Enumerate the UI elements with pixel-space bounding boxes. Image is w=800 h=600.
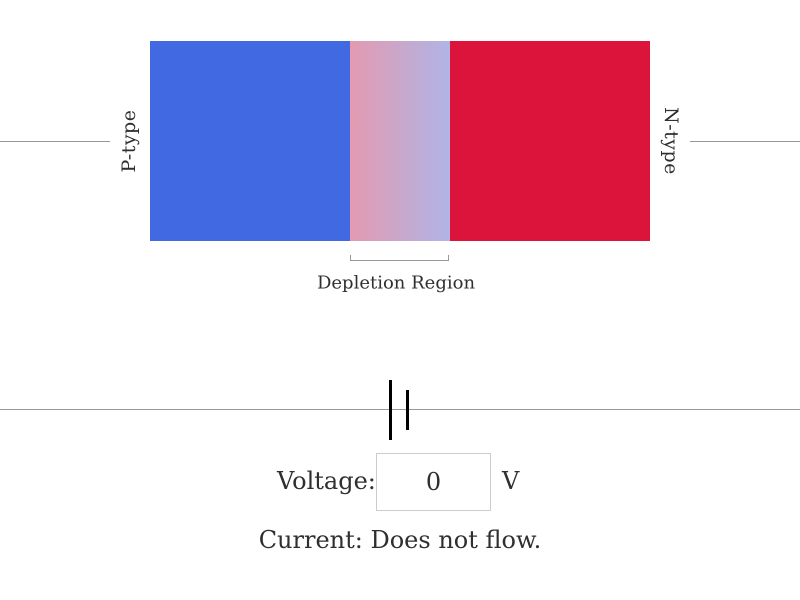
- depletion-bracket: [350, 255, 449, 261]
- voltage-unit: V: [502, 467, 520, 495]
- voltage-label: Voltage:: [277, 467, 376, 495]
- p-type-region: [150, 41, 350, 241]
- current-label: Current:: [258, 526, 363, 554]
- voltage-input[interactable]: [376, 453, 491, 511]
- n-type-region: [450, 41, 650, 241]
- battery-positive-plate: [389, 380, 392, 440]
- current-status-line: Current: Does not flow.: [259, 526, 542, 554]
- battery-negative-plate: [406, 390, 409, 430]
- pn-junction: [150, 41, 650, 241]
- battery-wire: [0, 409, 800, 410]
- current-status: Does not flow.: [370, 526, 542, 554]
- wire-left: [0, 141, 110, 142]
- n-type-label: N-type: [660, 107, 682, 175]
- p-type-label: P-type: [118, 109, 140, 173]
- depletion-region: [350, 41, 450, 241]
- depletion-region-label: Depletion Region: [316, 272, 476, 294]
- wire-right: [690, 141, 800, 142]
